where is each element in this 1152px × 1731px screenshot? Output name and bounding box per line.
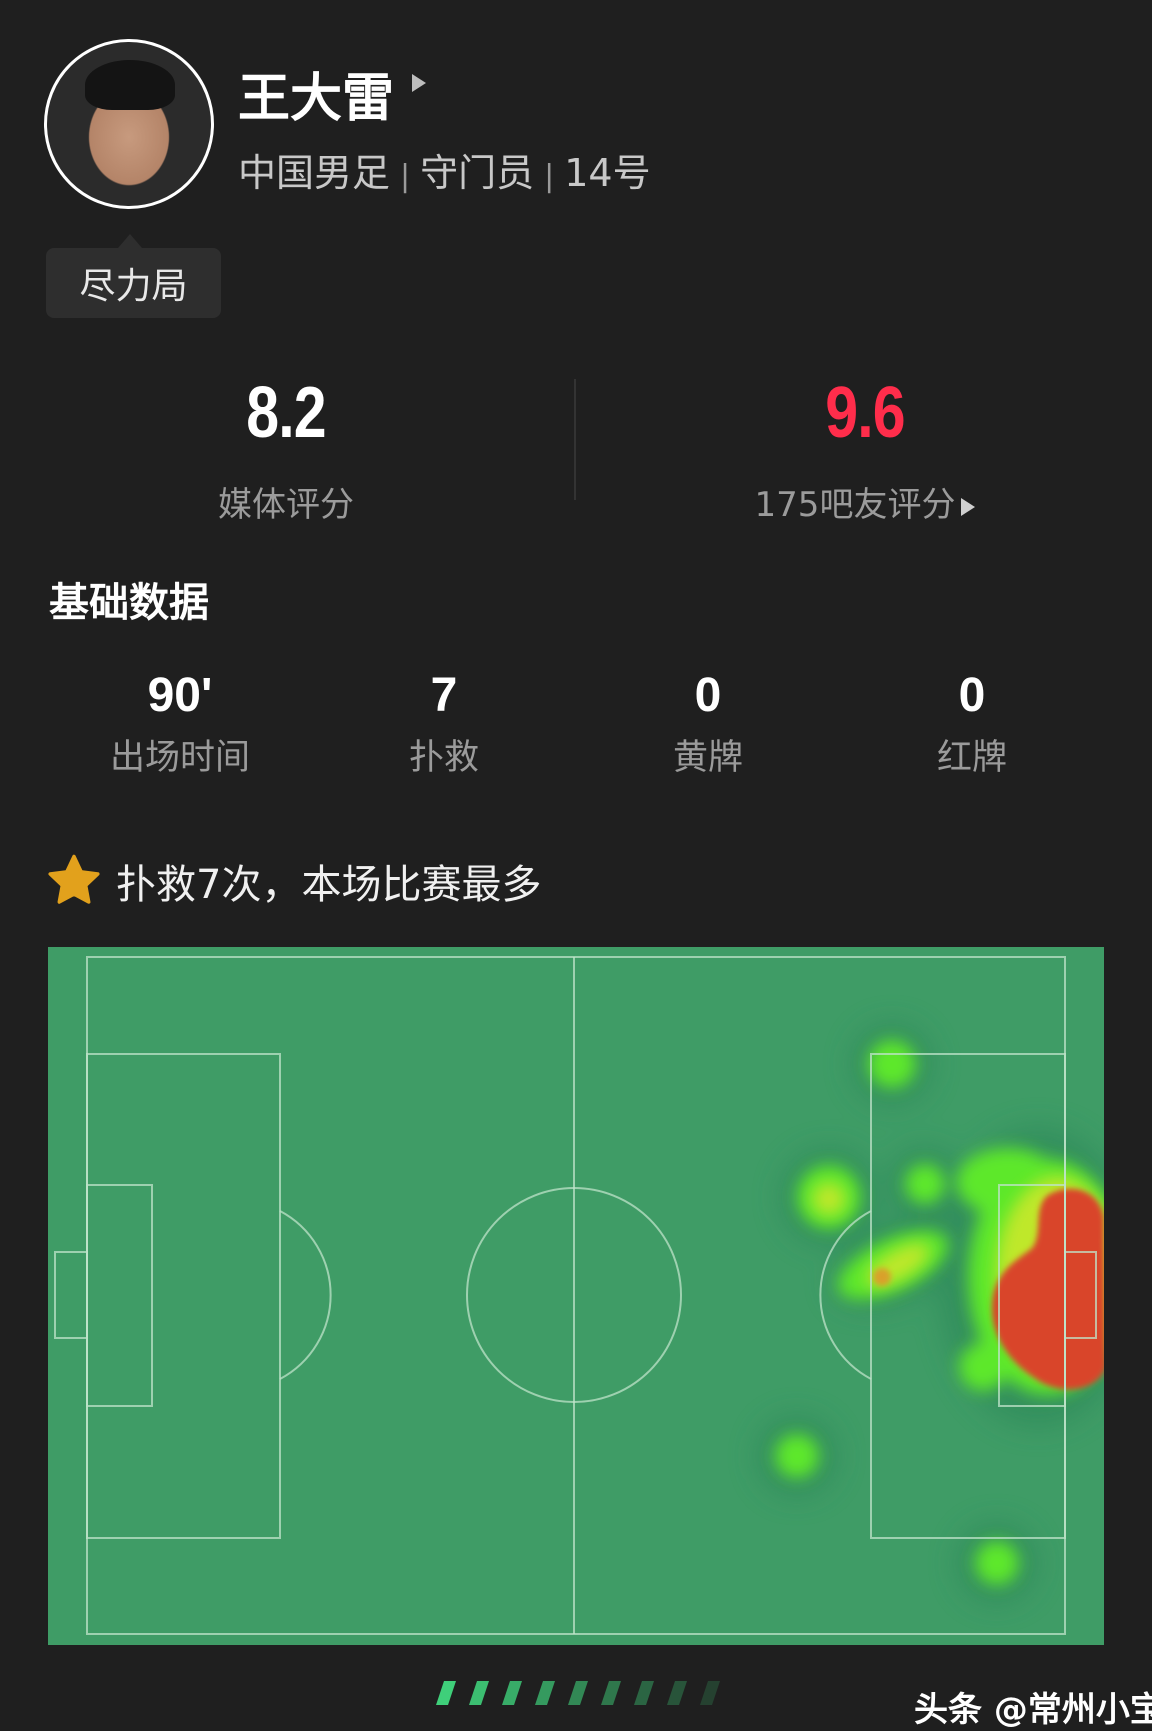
chevron-icon: [601, 1681, 621, 1705]
stat-minutes: 90' 出场时间: [60, 668, 300, 780]
fan-rating-value: 9.6: [825, 373, 905, 453]
stat-value: 0: [958, 669, 986, 722]
player-number: 14号: [564, 151, 651, 195]
stat-yellow-cards: 0 黄牌: [588, 668, 828, 780]
media-rating-value: 8.2: [246, 373, 326, 453]
divider: [574, 379, 576, 500]
heat-high: [992, 1188, 1104, 1390]
heatmap: [54, 956, 1104, 1635]
performance-badge: 尽力局: [46, 248, 221, 318]
stat-label: 黄牌: [672, 738, 743, 778]
chevron-icon: [568, 1681, 588, 1705]
pitch-lines: [54, 956, 1097, 1635]
player-position: 守门员: [420, 151, 535, 195]
stat-label: 扑救: [408, 738, 479, 778]
stat-value: 90': [147, 669, 213, 722]
chevron-icon: [502, 1681, 522, 1705]
stat-red-cards: 0 红牌: [852, 668, 1092, 780]
chevron-icon: [469, 1681, 489, 1705]
watermark: 头条 @常州小宝: [914, 1690, 1152, 1730]
player-name[interactable]: 王大雷: [238, 69, 395, 129]
star-icon: [48, 854, 100, 904]
separator: |: [400, 159, 411, 194]
chevron-icon: [535, 1681, 555, 1705]
heatmap-pitch: [48, 947, 1104, 1645]
player-team: 中国男足: [238, 151, 391, 195]
chevron-icon: [700, 1681, 720, 1705]
fan-rating-link[interactable]: 175吧友评分: [685, 477, 1045, 526]
stat-saves: 7 扑救: [324, 668, 564, 780]
highlight-text: 扑救7次，本场比赛最多: [116, 862, 542, 908]
stat-value: 0: [694, 669, 722, 722]
heat-core: [873, 1268, 891, 1286]
badge-pointer: [118, 234, 142, 248]
fan-rating-label: 175吧友评分: [754, 485, 956, 525]
chevron-icon: [667, 1681, 687, 1705]
chevron-icon: [634, 1681, 654, 1705]
play-arrow-icon: [961, 497, 976, 516]
media-rating-label: 媒体评分: [218, 485, 354, 525]
stat-label: 出场时间: [109, 738, 250, 778]
chevron-decoration: [436, 1681, 720, 1705]
separator: |: [544, 159, 555, 194]
stat-value: 7: [430, 669, 458, 722]
player-info: 中国男足 | 守门员 | 14号: [238, 142, 651, 197]
play-arrow-icon[interactable]: [412, 74, 426, 92]
chevron-icon: [436, 1681, 456, 1705]
section-title: 基础数据: [49, 580, 209, 626]
player-avatar[interactable]: [44, 39, 214, 209]
stat-label: 红牌: [936, 738, 1007, 778]
avatar-hair: [85, 60, 175, 110]
highlight-row: 扑救7次，本场比赛最多: [46, 852, 541, 910]
